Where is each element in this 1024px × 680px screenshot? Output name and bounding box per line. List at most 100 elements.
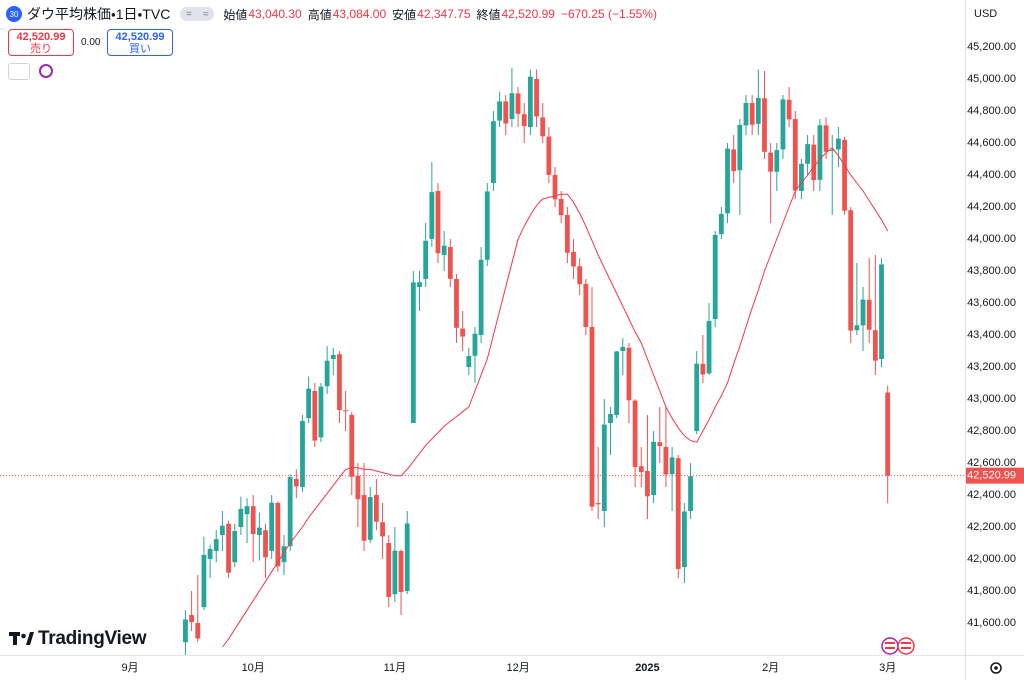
candle-body — [811, 144, 817, 181]
replay-icon[interactable] — [39, 64, 53, 78]
candle-body — [256, 527, 262, 535]
close-label: 終値 — [476, 7, 501, 22]
candle-body — [441, 245, 447, 255]
candle-body — [324, 360, 330, 387]
y-tick-label: 44,200.00 — [967, 201, 1016, 213]
candle-body — [725, 148, 730, 214]
spread: 0.00 — [81, 37, 101, 48]
candle-body — [429, 192, 435, 239]
candle-body — [663, 447, 669, 475]
candle-body — [669, 457, 675, 475]
candle-body — [367, 497, 373, 540]
candle-body — [718, 213, 724, 235]
candle-body — [632, 400, 638, 468]
badge: 30 — [6, 6, 22, 22]
candle-body — [540, 117, 546, 137]
candle-body — [749, 103, 755, 125]
candle-body — [207, 548, 213, 559]
candle-body — [885, 392, 891, 476]
sell-price: 42,520.99 — [16, 31, 66, 43]
candle-body — [503, 101, 509, 124]
candle-body — [694, 363, 700, 431]
candle-body — [515, 93, 521, 114]
candle-body — [743, 103, 749, 126]
candle-body — [675, 458, 681, 569]
candle-body — [755, 97, 761, 124]
candle-body — [762, 98, 767, 152]
open-label: 始値 — [223, 7, 248, 22]
last-price-tag — [966, 467, 1024, 484]
y-tick-label: 42,800.00 — [967, 425, 1016, 437]
candle-body — [706, 320, 712, 374]
y-tick-label: 44,400.00 — [967, 169, 1016, 181]
candle-body — [386, 543, 392, 597]
candle-body — [263, 530, 268, 558]
candle-body — [201, 555, 207, 607]
sell-label: 売り — [30, 43, 52, 55]
buy-button[interactable]: 42,520.99 買い — [107, 29, 173, 56]
candle-body — [731, 149, 737, 172]
candle-body — [601, 424, 607, 511]
candle-body — [300, 420, 305, 487]
last-price-label: 42,520.99 — [967, 470, 1016, 482]
candle-body — [466, 355, 472, 367]
candle-body — [250, 506, 256, 535]
candle-body — [380, 522, 385, 537]
candle-body — [213, 539, 219, 551]
candle-body — [478, 259, 484, 335]
y-tick-label: 43,400.00 — [967, 329, 1016, 341]
candle-body — [534, 79, 539, 117]
flag-icons[interactable] — [881, 637, 915, 655]
candle-body — [312, 391, 318, 441]
collapse-button[interactable] — [8, 63, 30, 80]
candle-body — [410, 282, 416, 423]
candle-body — [552, 175, 558, 200]
x-tick-label: 9月 — [121, 662, 138, 674]
candle-body — [435, 191, 441, 254]
candle-body — [823, 125, 829, 152]
candle-body — [620, 346, 626, 351]
candle-body — [244, 506, 250, 515]
candle-body — [799, 163, 804, 191]
x-tick-label: 12月 — [506, 662, 529, 674]
change: −670.25 (−1.55%) — [560, 7, 658, 21]
candle-body — [688, 476, 693, 511]
candle-body — [423, 240, 429, 279]
symbol-title[interactable]: ダウ平均株価・1日・TVC — [27, 6, 171, 22]
candle-body — [349, 415, 355, 477]
candle-body — [528, 76, 533, 127]
y-tick-label: 41,800.00 — [967, 585, 1016, 597]
y-tick-label: 43,200.00 — [967, 361, 1016, 373]
sell-button[interactable]: 42,520.99 売り — [8, 29, 74, 56]
currency[interactable]: USD — [974, 8, 998, 20]
buy-price: 42,520.99 — [115, 31, 165, 43]
low-label: 安値 — [392, 7, 417, 22]
candle-body — [614, 351, 620, 415]
candle-body — [589, 327, 595, 507]
candle-body — [768, 152, 774, 172]
candle-body — [491, 121, 496, 183]
toggle[interactable]: = ≈ — [180, 7, 215, 21]
y-tick-label: 44,800.00 — [967, 105, 1016, 117]
candle-body — [220, 525, 225, 535]
candle-body — [712, 235, 718, 319]
candle-body — [817, 125, 823, 180]
candle-body — [484, 191, 490, 260]
y-tick-label: 41,600.00 — [967, 617, 1016, 629]
plot-area — [0, 67, 965, 655]
high-label: 高値 — [307, 7, 332, 22]
candle-body — [829, 150, 835, 152]
candle-body — [509, 93, 515, 119]
candle-body — [417, 282, 422, 287]
candle-body — [583, 283, 589, 327]
candle-body — [195, 623, 201, 639]
candle-body — [189, 615, 194, 623]
candle-body — [805, 144, 810, 164]
candle-body — [293, 479, 299, 487]
candle-body — [287, 477, 293, 547]
y-tick-label: 44,000.00 — [967, 233, 1016, 245]
candle-body — [374, 495, 379, 522]
settings-icon[interactable] — [990, 662, 1002, 674]
candle-body — [626, 347, 632, 401]
candle-body — [879, 264, 884, 359]
